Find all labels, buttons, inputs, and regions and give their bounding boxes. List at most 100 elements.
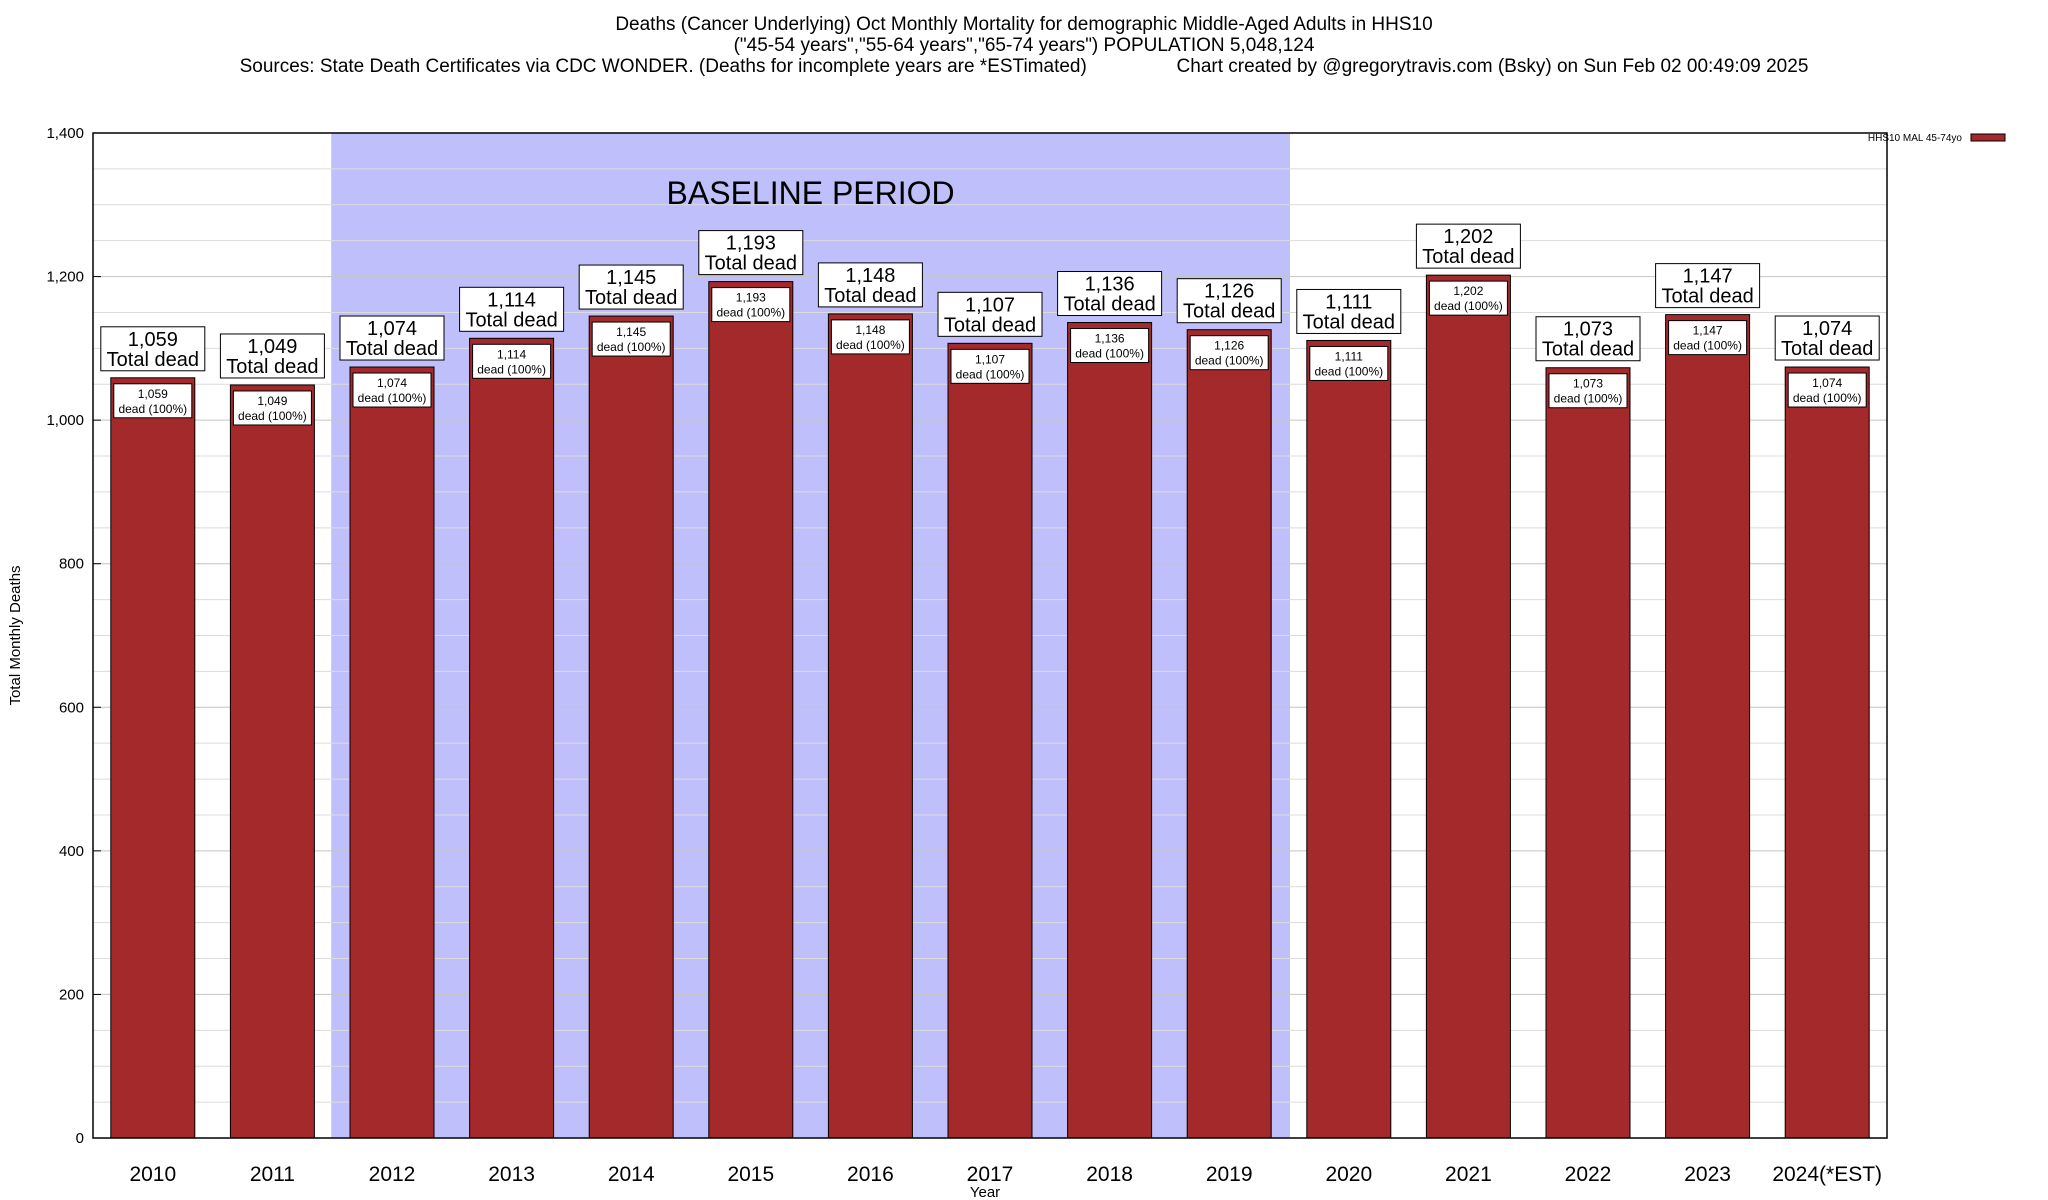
bar-total-suffix: Total dead [585, 287, 677, 309]
bar-inner-percent: dead (100%) [836, 338, 905, 352]
bar [110, 377, 196, 1139]
bar-total-value: 1,074 [367, 318, 417, 340]
bar-inner-label-box [472, 343, 552, 379]
bar [1784, 366, 1870, 1139]
x-tick-label: 2016 [847, 1163, 894, 1186]
bar-total-label-box [459, 286, 565, 332]
bar-total-label-box [817, 262, 923, 308]
bar [588, 315, 674, 1139]
bar-inner-value: 1,111 [1335, 349, 1364, 363]
bar [1067, 322, 1153, 1139]
bar-inner-percent: dead (100%) [118, 402, 187, 416]
bar-total-label-box [1655, 263, 1761, 309]
bar-inner-percent: dead (100%) [1673, 339, 1742, 353]
bar-total-suffix: Total dead [824, 285, 916, 307]
bar-total-suffix: Total dead [107, 349, 199, 371]
bar-inner-value: 1,059 [138, 387, 168, 401]
bar-inner-value: 1,126 [1214, 339, 1244, 353]
bar-total-label-box [1296, 288, 1402, 334]
bar-total-label-box [578, 264, 684, 310]
bar-total-value: 1,193 [726, 233, 776, 255]
bar-inner-percent: dead (100%) [1793, 391, 1862, 405]
bar-inner-label-box [1189, 335, 1269, 371]
x-tick-label: 2017 [967, 1163, 1014, 1186]
y-tick-label: 200 [59, 986, 84, 1003]
bar-inner-percent: dead (100%) [716, 306, 785, 320]
bar-inner-percent: dead (100%) [1075, 347, 1144, 361]
x-axis-label: Year [970, 1184, 1000, 1200]
bar [1665, 314, 1751, 1139]
bar-total-suffix: Total dead [705, 253, 797, 275]
bar-inner-value: 1,136 [1095, 332, 1125, 346]
bar [1425, 274, 1511, 1139]
bar-total-value: 1,107 [965, 294, 1015, 316]
bar-total-label-box [937, 291, 1043, 337]
bar-inner-label-box [352, 372, 432, 408]
bar-total-value: 1,202 [1443, 226, 1493, 248]
bar-total-value: 1,126 [1204, 281, 1254, 303]
bar-inner-label-box [1309, 345, 1389, 381]
bar-total-label-box [339, 315, 445, 361]
plot-frame [92, 132, 1888, 1139]
bar-inner-value: 1,074 [1812, 376, 1842, 390]
bar-total-suffix: Total dead [1422, 246, 1514, 268]
bar-inner-percent: dead (100%) [1195, 354, 1264, 368]
bar-inner-percent: dead (100%) [1554, 392, 1623, 406]
bar-inner-label-box [830, 319, 910, 355]
y-tick-label: 1,000 [46, 412, 84, 429]
bar-total-suffix: Total dead [1661, 286, 1753, 308]
bar-total-label-box [1057, 271, 1163, 317]
bar-inner-label-box [1070, 328, 1150, 364]
x-tick-label: 2011 [250, 1163, 295, 1186]
bar-inner-value: 1,049 [257, 394, 287, 408]
legend-swatch [1970, 133, 2006, 142]
x-tick-label: 2018 [1086, 1163, 1133, 1186]
bar-inner-value: 1,074 [377, 376, 407, 390]
bar-total-label-box [1176, 278, 1282, 324]
bar-total-label-box [698, 230, 804, 276]
bar-total-value: 1,136 [1085, 274, 1135, 296]
bar [1545, 367, 1631, 1139]
y-tick-label: 1,400 [46, 125, 84, 142]
bar [827, 313, 913, 1139]
chart-title-line-3: Sources: State Death Certificates via CD… [239, 56, 1809, 77]
x-tick-label: 2022 [1565, 1163, 1612, 1186]
bar-inner-percent: dead (100%) [1434, 299, 1503, 313]
bar-total-suffix: Total dead [226, 356, 318, 378]
chart-title-line-2: ("45-54 years","55-64 years","65-74 year… [733, 35, 1315, 56]
bar-total-value: 1,111 [1325, 291, 1372, 313]
bar-inner-label-box [1548, 373, 1628, 409]
bar [349, 366, 435, 1139]
y-tick-label: 400 [59, 843, 84, 860]
bar-inner-percent: dead (100%) [477, 362, 546, 376]
y-tick-label: 0 [76, 1130, 84, 1147]
x-tick-label: 2014 [608, 1163, 655, 1186]
bar-total-value: 1,145 [606, 267, 656, 289]
bar-total-suffix: Total dead [1183, 301, 1275, 323]
bar-inner-value: 1,145 [616, 325, 646, 339]
bar-inner-value: 1,107 [975, 352, 1005, 366]
y-axis-label: Total Monthly Deaths [7, 565, 24, 705]
axes: 2010 2011 2012 2013 2014 2015 2016 2017 2018 2019… [7, 125, 1888, 1200]
bar [947, 342, 1033, 1139]
bar-inner-value: 1,193 [736, 291, 766, 305]
x-tick-label: 2020 [1325, 1163, 1372, 1186]
x-tick-label: 2021 [1445, 1163, 1492, 1186]
bar-total-suffix: Total dead [1542, 339, 1634, 361]
chart-title-line-1: Deaths (Cancer Underlying) Oct Monthly M… [615, 14, 1433, 35]
bar-inner-label-box [113, 383, 193, 419]
bar-total-value: 1,147 [1683, 266, 1733, 288]
bar-total-value: 1,073 [1563, 319, 1613, 341]
bar-total-value: 1,059 [128, 329, 178, 351]
x-tick-label: 2024(*EST) [1772, 1163, 1882, 1186]
bar-inner-percent: dead (100%) [956, 367, 1025, 381]
x-tick-label: 2023 [1684, 1163, 1731, 1186]
bar-inner-value: 1,148 [855, 323, 885, 337]
x-tick-label: 2013 [488, 1163, 535, 1186]
bar-total-label-box [1774, 315, 1880, 361]
x-tick-label: 2019 [1206, 1163, 1253, 1186]
x-tick-label: 2010 [129, 1163, 176, 1186]
bar [708, 281, 794, 1139]
bar-total-value: 1,148 [845, 265, 895, 287]
